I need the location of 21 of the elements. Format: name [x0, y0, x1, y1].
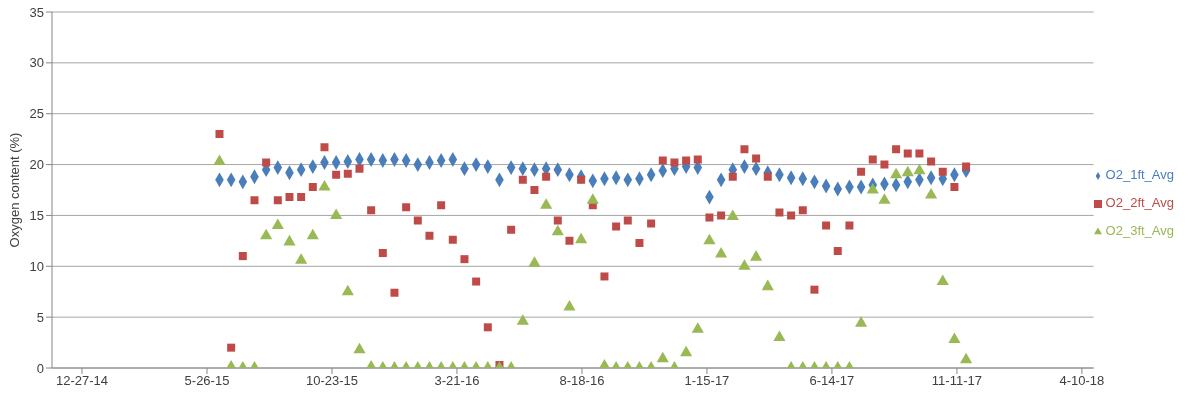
x-tick-label: 10-23-15 — [305, 373, 358, 389]
x-tick-label: 4-10-18 — [1059, 373, 1105, 389]
x-tick-label: 6-14-17 — [809, 373, 855, 389]
y-axis-title: Oxygen content (%) — [6, 132, 22, 248]
y-tick-label: 30 — [29, 55, 44, 71]
x-tick-label: 12-27-14 — [55, 373, 109, 389]
x-tick-label: 1-15-17 — [684, 373, 730, 389]
y-tick-label: 5 — [36, 309, 44, 325]
y-tick-label: 0 — [36, 360, 44, 376]
x-tick-label: 5-26-15 — [184, 373, 230, 389]
legend-label: O2_1ft_Avg — [1105, 167, 1174, 182]
x-tick-label: 8-18-16 — [559, 373, 605, 389]
x-tick-label: 3-21-16 — [434, 373, 480, 389]
legend-label: O2_3ft_Avg — [1105, 223, 1174, 238]
y-tick-label: 10 — [29, 258, 44, 274]
y-tick-label: 15 — [29, 208, 44, 224]
y-tick-label: 35 — [29, 4, 44, 20]
y-tick-label: 25 — [29, 106, 44, 122]
y-tick-label: 20 — [29, 157, 44, 173]
legend-label: O2_2ft_Avg — [1105, 195, 1174, 210]
x-tick-label: 11-11-17 — [931, 373, 982, 389]
